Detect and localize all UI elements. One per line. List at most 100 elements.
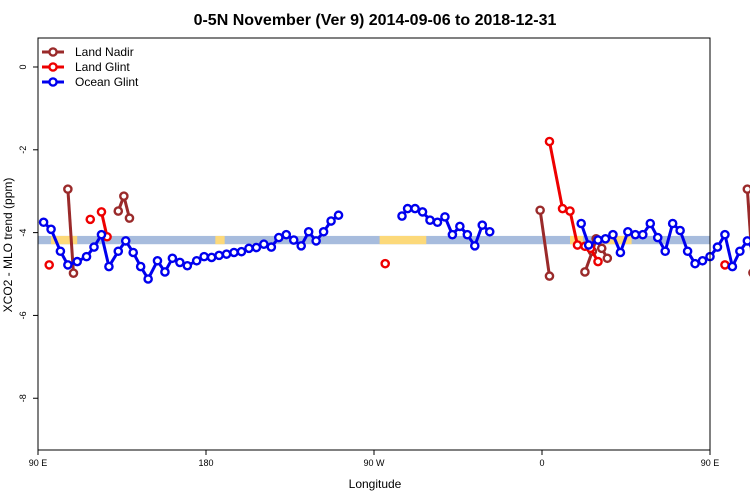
data-point <box>469 241 480 251</box>
data-point <box>167 253 178 264</box>
data-point <box>580 267 590 277</box>
data-point <box>600 234 611 244</box>
data-point <box>326 216 336 226</box>
data-point <box>120 236 131 246</box>
data-point <box>544 271 555 281</box>
data-point <box>455 221 465 232</box>
x-tick-label: 0 <box>539 458 544 468</box>
data-point <box>544 136 555 147</box>
data-point <box>623 226 633 237</box>
data-point <box>727 261 738 272</box>
data-point <box>175 257 185 268</box>
data-point <box>38 217 49 228</box>
legend-label: Ocean Glint <box>75 75 139 89</box>
data-point <box>697 255 708 266</box>
data-point <box>273 232 284 243</box>
data-point <box>440 212 450 222</box>
data-point <box>410 203 420 214</box>
data-point <box>81 251 92 262</box>
data-point <box>72 256 82 267</box>
data-point <box>572 240 583 250</box>
data-point <box>645 218 656 229</box>
data-point <box>742 184 750 194</box>
data-point <box>68 268 79 278</box>
data-point <box>638 229 648 240</box>
series-line <box>538 210 551 277</box>
series-line <box>745 189 750 252</box>
x-axis-ticks: 90 E 180 90 W 0 90 E <box>29 450 720 468</box>
data-point <box>652 232 663 243</box>
data-point <box>682 246 693 257</box>
data-point <box>296 241 307 251</box>
legend-label: Land Glint <box>75 60 130 74</box>
data-point <box>576 218 587 229</box>
chart-title: 0-5N November (Ver 9) 2014-09-06 to 2018… <box>194 12 557 29</box>
x-tick-label: 90 W <box>363 458 385 468</box>
legend-item: Ocean Glint <box>42 75 139 89</box>
data-point <box>152 255 163 266</box>
data-point <box>311 236 321 246</box>
data-point <box>266 242 277 252</box>
data-point <box>602 253 613 264</box>
y-tick-label: -4 <box>18 229 28 237</box>
data-point <box>583 240 594 250</box>
plot-frame <box>37 37 711 451</box>
data-point <box>104 261 114 272</box>
data-point <box>596 243 607 254</box>
data-point <box>318 226 329 237</box>
data-point <box>417 207 428 217</box>
series-line <box>66 189 75 274</box>
data-point <box>477 220 488 230</box>
data-point <box>720 229 730 240</box>
data-point <box>402 203 413 214</box>
land-band-segment <box>379 235 427 245</box>
data-point <box>380 258 391 269</box>
legend-marker <box>48 47 58 57</box>
data-point <box>720 260 730 270</box>
data-point <box>128 247 138 258</box>
data-point <box>89 242 99 252</box>
data-point <box>135 261 146 272</box>
data-point <box>124 213 135 223</box>
data-point <box>96 207 107 217</box>
x-tick-label: 90 E <box>701 458 720 468</box>
data-point <box>85 214 96 225</box>
data-point <box>63 184 73 194</box>
data-point <box>259 239 269 250</box>
data-point <box>425 215 435 225</box>
data-point <box>484 226 495 237</box>
data-point <box>742 236 750 246</box>
data-point <box>160 267 170 277</box>
legend-item: Land Nadir <box>42 45 134 59</box>
x-tick-label: 90 E <box>29 458 48 468</box>
data-point <box>608 229 618 240</box>
data-point <box>199 251 209 262</box>
y-axis-ticks: 0 -2 -4 -6 -8 <box>18 64 38 402</box>
data-point <box>221 249 232 259</box>
series-line <box>42 214 340 283</box>
data-point <box>660 246 671 257</box>
data-point <box>397 211 407 221</box>
y-tick-label: -8 <box>18 394 28 402</box>
data-point <box>565 206 575 216</box>
y-tick-label: -2 <box>18 146 28 154</box>
data-point <box>535 205 545 216</box>
data-point <box>119 191 129 201</box>
y-tick-label: -6 <box>18 311 28 319</box>
data-point <box>191 255 202 266</box>
land-band-segment <box>603 235 632 245</box>
data-point <box>593 256 603 267</box>
data-point <box>630 229 641 240</box>
data-point <box>615 247 626 258</box>
data-point <box>251 242 262 253</box>
land-band-segment <box>215 235 225 245</box>
data-point <box>113 206 124 216</box>
data-point <box>182 260 193 271</box>
data-point <box>593 235 603 245</box>
data-point <box>303 226 314 237</box>
data-point <box>462 229 473 240</box>
data-point <box>236 246 247 257</box>
legend-marker <box>48 62 58 72</box>
data-point <box>206 252 217 263</box>
